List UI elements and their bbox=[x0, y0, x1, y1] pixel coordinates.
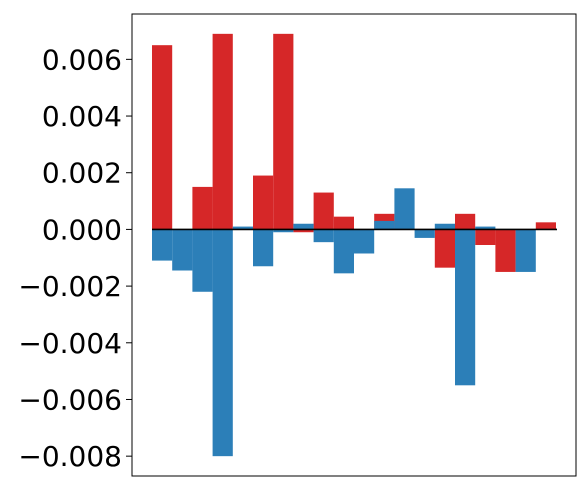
plot-frame-layer bbox=[131, 13, 577, 477]
bar-series2-11 bbox=[354, 229, 375, 254]
bar-series2-5 bbox=[232, 226, 253, 230]
bar-series2-19 bbox=[515, 229, 536, 272]
bar-series1-16 bbox=[455, 213, 476, 230]
bar-series1-15 bbox=[434, 229, 455, 268]
bar-series2-13 bbox=[394, 188, 415, 230]
bar-series2-6 bbox=[253, 229, 274, 267]
y-tick-label-4: 0.000 bbox=[42, 213, 122, 246]
bar-series1-6 bbox=[253, 175, 274, 230]
y-axis-ticks: 0.006 0.004 0.002 0.000 −0.002 −0.004 −0.006 −0… bbox=[18, 43, 132, 473]
plot-frame bbox=[131, 13, 577, 477]
y-tick-label-3: 0.002 bbox=[42, 157, 122, 190]
bar-series2-14 bbox=[414, 229, 435, 238]
bar-series1-7 bbox=[273, 33, 294, 230]
bar-series1-4 bbox=[212, 33, 233, 230]
y-tick-label-5: −0.002 bbox=[18, 270, 122, 303]
y-tick-label-7: −0.006 bbox=[18, 383, 122, 416]
bar-series1-10 bbox=[333, 216, 354, 230]
bar-series2-7 bbox=[273, 229, 294, 233]
bar-series2-12 bbox=[374, 220, 395, 230]
bar-series1-8 bbox=[293, 229, 314, 233]
bar-series2-3 bbox=[192, 229, 213, 292]
bar-series1-17 bbox=[475, 229, 496, 245]
bar-series2-9 bbox=[313, 229, 334, 243]
bar-series2-1 bbox=[152, 229, 173, 261]
bar-series2-2 bbox=[172, 229, 193, 271]
bars-layer bbox=[152, 33, 556, 457]
y-tick-label-1: 0.006 bbox=[42, 43, 122, 76]
y-tick-label-8: −0.008 bbox=[18, 440, 122, 473]
y-tick-label-6: −0.004 bbox=[18, 327, 122, 360]
y-tick-label-2: 0.004 bbox=[42, 100, 122, 133]
bar-series2-15 bbox=[434, 223, 455, 230]
bar-series1-1 bbox=[152, 45, 173, 230]
bar-series1-18 bbox=[495, 229, 516, 272]
bar-series2-4 bbox=[212, 229, 233, 457]
bar-series1-3 bbox=[192, 186, 213, 230]
bar-series2-17 bbox=[475, 226, 496, 230]
bar-series2-8 bbox=[293, 223, 314, 230]
bar-series2-10 bbox=[333, 229, 354, 274]
bar-series2-16 bbox=[455, 229, 476, 386]
bar-series1-20 bbox=[535, 222, 556, 230]
bar-series1-9 bbox=[313, 192, 334, 230]
